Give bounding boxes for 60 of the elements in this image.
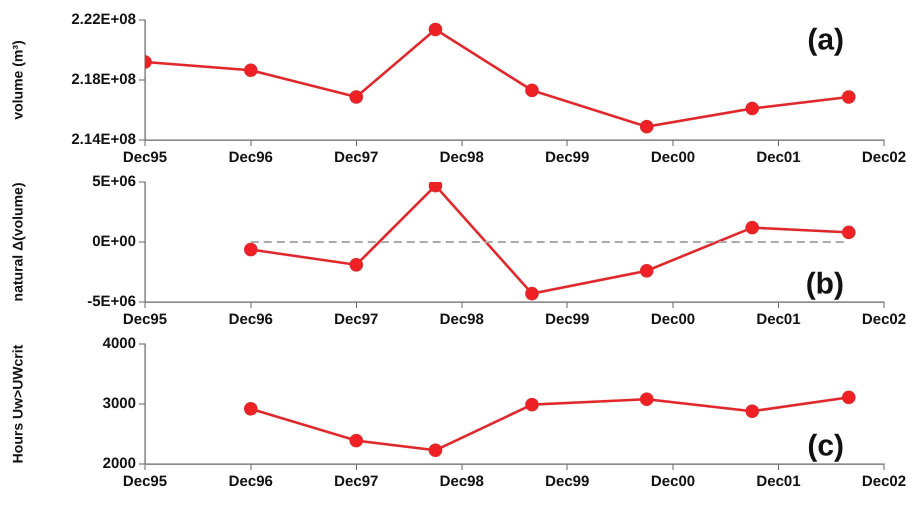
x-tick-label: Dec02 [862, 311, 906, 328]
y-axis-title: volume (m³) [9, 40, 26, 120]
annotation: (c) [807, 429, 844, 462]
point [842, 390, 856, 404]
point [525, 84, 539, 98]
y-tick-label: -5E+06 [87, 293, 136, 310]
x-tick-label: Dec97 [334, 311, 378, 328]
point [640, 392, 654, 406]
y-tick-label: 5E+06 [92, 173, 136, 190]
x-tick-label: Dec00 [650, 311, 696, 328]
point [244, 402, 258, 416]
x-tick-label: Dec97 [334, 473, 378, 490]
point [244, 242, 258, 256]
y-tick-label: 2.22E+08 [71, 11, 136, 28]
x-tick-label: Dec98 [440, 311, 484, 328]
point [428, 22, 442, 36]
x-tick-label: Dec98 [440, 473, 484, 490]
x-tick-label: Dec00 [650, 473, 696, 490]
x-tick-label: Dec01 [756, 473, 801, 490]
point [842, 90, 856, 104]
y-axis-title: natural Δ(volume) [9, 182, 26, 302]
point [745, 102, 759, 116]
y-tick-label: 3000 [102, 395, 136, 412]
x-tick-label: Dec02 [862, 149, 906, 166]
annotation: (a) [807, 23, 844, 56]
x-tick-label: Dec02 [862, 473, 906, 490]
point [428, 182, 442, 192]
x-tick-label: Dec95 [122, 473, 168, 490]
x-tick-label: Dec96 [228, 149, 273, 166]
x-tick-label: Dec96 [228, 473, 273, 490]
annotation: (b) [806, 267, 844, 300]
x-tick-label: Dec97 [334, 149, 378, 166]
x-tick-label: Dec96 [228, 311, 273, 328]
y-tick-label: 2.14E+08 [71, 131, 136, 148]
point [244, 64, 258, 77]
point [525, 286, 539, 300]
y-tick-label: 2.18E+08 [71, 71, 136, 88]
y-axis-title: Hours Uw>UWcrit [9, 344, 26, 464]
x-tick-label: Dec99 [545, 311, 590, 328]
y-tick-label: 2000 [102, 455, 136, 472]
point [350, 90, 364, 104]
point [842, 226, 856, 240]
x-tick-label: Dec98 [440, 149, 484, 166]
x-tick-label: Dec01 [756, 311, 801, 328]
x-tick-label: Dec00 [650, 149, 696, 166]
x-tick-label: Dec99 [545, 473, 590, 490]
point [350, 258, 364, 272]
y-tick-label: 0E+00 [92, 233, 136, 250]
point [640, 264, 654, 278]
x-tick-label: Dec99 [545, 149, 590, 166]
y-tick-label: 4000 [102, 335, 136, 352]
point [745, 404, 759, 418]
point [428, 443, 442, 457]
point [640, 120, 654, 134]
x-tick-label: Dec01 [756, 149, 801, 166]
point [350, 434, 364, 448]
point [745, 220, 759, 234]
x-tick-label: Dec95 [122, 311, 168, 328]
point [525, 398, 539, 412]
x-tick-label: Dec95 [122, 149, 168, 166]
